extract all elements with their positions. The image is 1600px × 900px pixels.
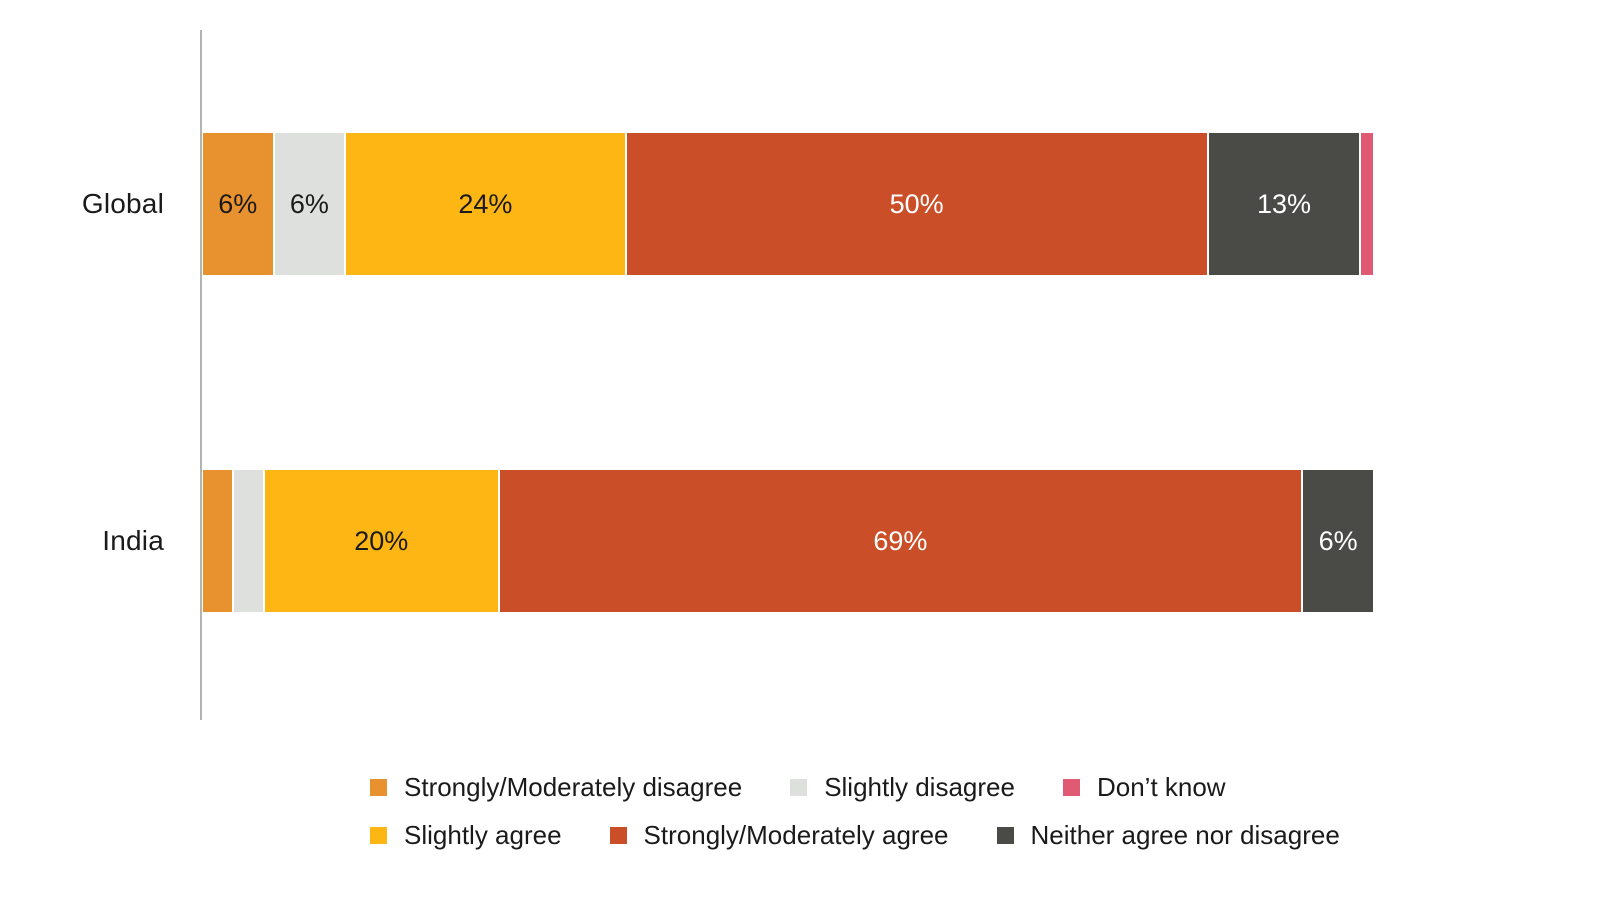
legend-swatch-icon <box>370 779 387 796</box>
bar-segment: 24% <box>346 133 625 275</box>
legend-row-2: Slightly agree Strongly/Moderately agree N… <box>370 820 1340 851</box>
segment-value-label: 20% <box>354 525 409 556</box>
legend-item: Slightly agree <box>370 820 562 851</box>
bar-segment: 6% <box>274 133 345 275</box>
legend-item: Strongly/Moderately agree <box>609 820 949 851</box>
legend-item: Don’t know <box>1062 772 1226 803</box>
legend-item: Slightly disagree <box>790 772 1015 803</box>
bar-segment: 69% <box>499 470 1302 612</box>
legend-row-1: Strongly/Moderately disagree Slightly dis… <box>370 772 1340 803</box>
bar-india: 20% 69% 6% <box>203 470 1373 612</box>
legend-swatch-icon <box>996 827 1014 844</box>
legend-label: Neither agree nor disagree <box>1030 820 1340 850</box>
legend-swatch-icon <box>370 827 387 844</box>
segment-value-label: 69% <box>873 525 928 556</box>
bar-row-india: India 20% 69% 6% <box>0 470 1600 612</box>
y-axis-line <box>200 30 202 720</box>
bar-global: 6% 6% 24% 50% 13% <box>203 133 1373 275</box>
legend-label: Strongly/Moderately agree <box>643 820 949 850</box>
bar-segment <box>234 470 264 612</box>
legend-item: Neither agree nor disagree <box>996 820 1340 851</box>
legend-swatch-icon <box>790 779 808 796</box>
legend-label: Slightly agree <box>404 820 562 850</box>
legend-label: Slightly disagree <box>824 772 1015 802</box>
segment-value-label: 6% <box>289 188 329 219</box>
bar-segment <box>203 470 233 612</box>
legend-swatch-icon <box>1062 779 1080 796</box>
legend-label: Don’t know <box>1096 772 1226 802</box>
bar-segment: 6% <box>1303 470 1373 612</box>
bar-segment: 20% <box>265 470 498 612</box>
segment-value-label: 6% <box>1318 525 1358 556</box>
segment-value-label: 24% <box>458 188 513 219</box>
chart-legend: Strongly/Moderately disagree Slightly dis… <box>370 772 1340 851</box>
bar-row-global: Global 6% 6% 24% 50% 13% <box>0 133 1600 275</box>
legend-item: Strongly/Moderately disagree <box>370 772 742 803</box>
bar-segment: 50% <box>626 133 1207 275</box>
segment-value-label: 50% <box>889 188 944 219</box>
category-label-india: India <box>102 525 164 556</box>
category-label-global: Global <box>81 188 164 219</box>
bar-segment: 13% <box>1208 133 1360 275</box>
bar-segment <box>1361 133 1373 275</box>
bar-segment: 6% <box>203 133 273 275</box>
legend-label: Strongly/Moderately disagree <box>404 772 743 802</box>
legend-swatch-icon <box>609 827 627 844</box>
segment-value-label: 6% <box>218 188 258 219</box>
segment-value-label: 13% <box>1256 188 1312 219</box>
